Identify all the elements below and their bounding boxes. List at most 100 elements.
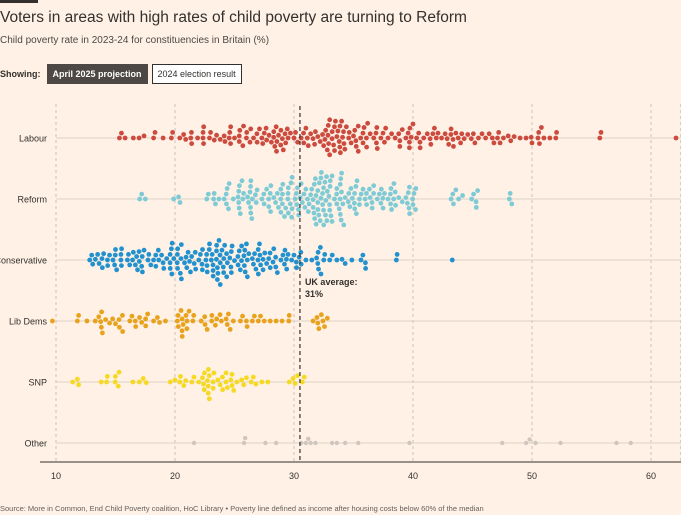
data-point — [273, 318, 279, 324]
data-point — [169, 271, 175, 277]
data-point — [133, 324, 139, 329]
data-point — [241, 263, 247, 268]
data-point — [327, 152, 333, 158]
data-point — [456, 196, 462, 202]
data-point — [342, 195, 348, 201]
data-point — [407, 145, 412, 151]
data-point — [122, 135, 128, 141]
data-point — [169, 240, 175, 246]
data-point — [206, 396, 212, 402]
data-point — [450, 191, 456, 197]
data-point — [186, 308, 192, 314]
data-point — [160, 260, 166, 266]
data-point — [232, 135, 237, 141]
data-point — [141, 247, 147, 253]
data-point — [320, 191, 325, 196]
toggle-april-2025-projection[interactable]: April 2025 projection — [46, 64, 148, 84]
data-point — [448, 132, 454, 137]
data-point — [210, 379, 216, 385]
data-point — [164, 256, 170, 261]
data-point — [183, 378, 189, 383]
data-point — [337, 144, 343, 150]
data-point — [201, 124, 207, 130]
data-point — [110, 257, 116, 263]
data-point — [103, 317, 109, 322]
data-point — [348, 186, 354, 191]
data-point — [335, 128, 341, 134]
data-point — [255, 318, 261, 324]
data-point — [558, 440, 563, 446]
data-point — [280, 147, 286, 153]
data-point — [369, 200, 375, 205]
data-point — [227, 130, 233, 135]
data-point — [214, 242, 220, 248]
data-point — [367, 186, 372, 192]
data-point — [219, 247, 225, 253]
data-point — [407, 139, 412, 145]
data-point — [130, 257, 135, 263]
data-point — [178, 242, 184, 248]
data-point — [189, 254, 195, 259]
data-point — [413, 207, 418, 212]
row-label: Labour — [19, 134, 47, 144]
data-point — [289, 257, 295, 263]
data-point — [191, 440, 197, 446]
data-point — [196, 379, 202, 385]
toggle-2024-election-result[interactable]: 2024 election result — [151, 64, 242, 84]
data-point — [127, 262, 133, 268]
data-point — [270, 259, 276, 265]
uk-average-label: UK average: — [305, 277, 358, 287]
data-point — [227, 255, 233, 261]
data-point — [274, 148, 279, 154]
data-point — [355, 148, 361, 154]
data-point — [355, 123, 361, 129]
data-point — [130, 379, 136, 385]
data-point — [84, 318, 90, 324]
data-point — [472, 140, 478, 146]
data-point — [250, 374, 256, 380]
data-point — [310, 318, 316, 324]
data-point — [215, 265, 220, 271]
data-point — [358, 257, 364, 263]
data-point — [117, 135, 122, 141]
data-point — [338, 217, 344, 223]
data-point — [315, 134, 321, 140]
data-point — [168, 135, 174, 141]
data-point — [357, 202, 362, 208]
data-point — [299, 200, 305, 205]
data-point — [223, 370, 229, 376]
data-point — [221, 256, 227, 261]
data-point — [205, 191, 211, 197]
data-point — [221, 133, 227, 139]
data-point — [285, 210, 291, 216]
view-toggle-group: Showing: April 2025 projection 2024 elec… — [0, 64, 242, 84]
data-point — [597, 135, 603, 141]
data-point — [271, 129, 277, 135]
data-point — [87, 257, 93, 263]
data-point — [115, 383, 121, 389]
data-point — [451, 201, 456, 207]
data-point — [212, 322, 218, 328]
data-point — [380, 195, 386, 201]
data-point — [285, 196, 291, 202]
data-point — [453, 130, 459, 136]
data-point — [153, 263, 159, 269]
data-point — [410, 121, 416, 127]
data-point — [278, 209, 284, 215]
data-point — [211, 191, 217, 196]
data-point — [279, 136, 285, 142]
data-point — [145, 257, 151, 263]
data-point — [396, 131, 402, 137]
data-point — [241, 123, 246, 129]
data-point — [127, 318, 133, 324]
data-point — [315, 207, 321, 212]
data-point — [244, 318, 249, 324]
data-point — [405, 130, 411, 136]
data-point — [324, 188, 330, 194]
data-point — [224, 251, 229, 257]
data-point — [191, 261, 197, 266]
data-point — [220, 374, 225, 380]
data-point — [214, 277, 220, 282]
data-point — [287, 201, 293, 207]
data-point — [273, 440, 279, 446]
